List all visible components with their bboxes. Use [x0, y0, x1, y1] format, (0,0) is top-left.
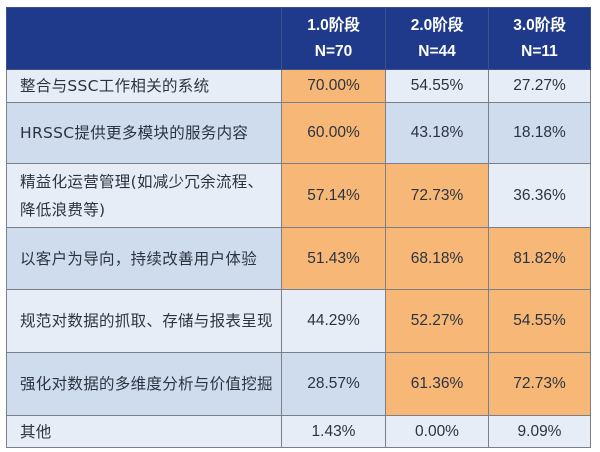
- header-stage-3: 3.0阶段 N=11: [488, 7, 591, 70]
- value-cell: 18.18%: [488, 102, 591, 164]
- value-cell-highlighted: 61.36%: [385, 352, 489, 416]
- table-row: 规范对数据的抓取、存储与报表呈现 44.29% 52.27% 54.55%: [6, 289, 591, 353]
- survey-results-table: 1.0阶段 N=70 2.0阶段 N=44 3.0阶段 N=11 整合与SSC工…: [6, 7, 591, 448]
- header-stage-2-title: 2.0阶段: [410, 16, 464, 34]
- table-row: HRSSC提供更多模块的服务内容 60.00% 43.18% 18.18%: [6, 102, 591, 164]
- header-row: 1.0阶段 N=70 2.0阶段 N=44 3.0阶段 N=11: [6, 7, 591, 70]
- value-cell: 36.36%: [488, 163, 591, 228]
- header-stage-3-n: N=11: [521, 42, 558, 60]
- value-cell-highlighted: 72.73%: [385, 163, 489, 228]
- row-label: 强化对数据的多维度分析与价值挖掘: [6, 352, 282, 416]
- header-stage-1: 1.0阶段 N=70: [281, 7, 386, 70]
- value-cell: 27.27%: [488, 69, 591, 103]
- row-label: HRSSC提供更多模块的服务内容: [6, 102, 282, 164]
- table-row: 强化对数据的多维度分析与价值挖掘 28.57% 61.36% 72.73%: [6, 352, 591, 416]
- value-cell-highlighted: 68.18%: [385, 227, 489, 290]
- value-cell-highlighted: 70.00%: [281, 69, 386, 103]
- row-label: 整合与SSC工作相关的系统: [6, 69, 282, 103]
- header-stage-1-title: 1.0阶段: [307, 16, 360, 34]
- value-cell-highlighted: 60.00%: [281, 102, 386, 164]
- header-stage-2-n: N=44: [418, 42, 456, 60]
- value-cell-highlighted: 72.73%: [488, 352, 591, 416]
- row-label: 其他: [6, 415, 282, 448]
- value-cell-highlighted: 81.82%: [488, 227, 591, 290]
- row-label: 规范对数据的抓取、存储与报表呈现: [6, 289, 282, 353]
- value-cell-highlighted: 52.27%: [385, 289, 489, 353]
- header-stage-3-title: 3.0阶段: [513, 16, 566, 34]
- header-stage-1-n: N=70: [314, 42, 353, 60]
- value-cell-highlighted: 54.55%: [488, 289, 591, 353]
- value-cell: 9.09%: [488, 415, 591, 448]
- table-row: 以客户为导向，持续改善用户体验 51.43% 68.18% 81.82%: [6, 227, 591, 290]
- value-cell: 0.00%: [385, 415, 489, 448]
- value-cell-highlighted: 51.43%: [281, 227, 386, 290]
- row-label: 精益化运营管理(如减少冗余流程、降低浪费等): [6, 163, 282, 228]
- value-cell: 43.18%: [385, 102, 489, 164]
- table-row: 其他 1.43% 0.00% 9.09%: [6, 415, 591, 448]
- header-corner-cell: [6, 7, 282, 70]
- table-row: 精益化运营管理(如减少冗余流程、降低浪费等) 57.14% 72.73% 36.…: [6, 163, 591, 228]
- table-row: 整合与SSC工作相关的系统 70.00% 54.55% 27.27%: [6, 69, 591, 103]
- value-cell: 54.55%: [385, 69, 489, 103]
- value-cell: 44.29%: [281, 289, 386, 353]
- value-cell: 1.43%: [281, 415, 386, 448]
- row-label: 以客户为导向，持续改善用户体验: [6, 227, 282, 290]
- value-cell: 28.57%: [281, 352, 386, 416]
- header-stage-2: 2.0阶段 N=44: [385, 7, 489, 70]
- value-cell-highlighted: 57.14%: [281, 163, 386, 228]
